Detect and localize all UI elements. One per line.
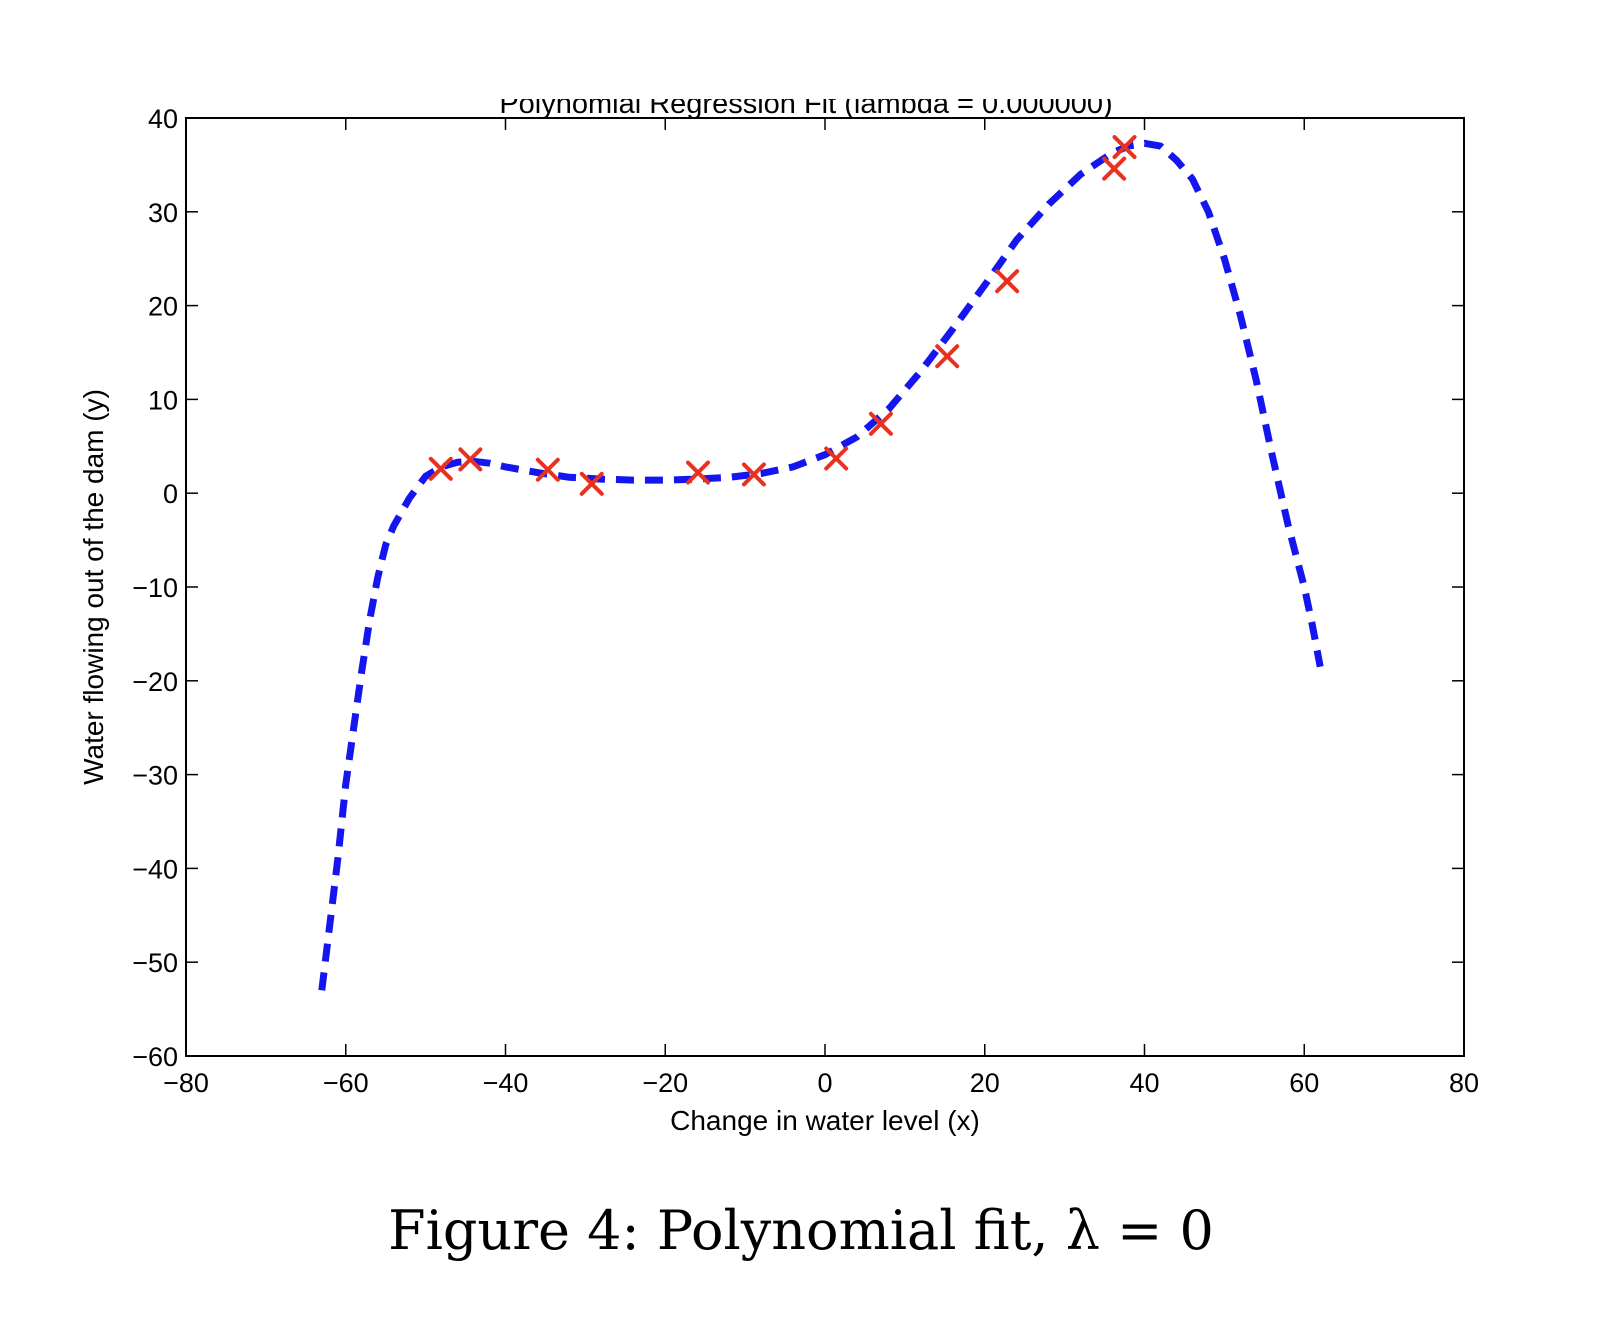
- x-tick-label: 40: [1129, 1068, 1159, 1098]
- y-tick-label: −40: [132, 854, 178, 884]
- data-point: [935, 344, 960, 369]
- data-point: [824, 446, 849, 471]
- y-tick-label: 30: [148, 198, 178, 228]
- data-point: [995, 269, 1020, 294]
- y-tick-label: 20: [148, 292, 178, 322]
- y-tick-label: −50: [132, 948, 178, 978]
- y-tick-label: 40: [148, 104, 178, 134]
- data-point: [458, 447, 483, 472]
- fit-line-layer: [318, 139, 1324, 991]
- x-tick-label: −80: [163, 1068, 209, 1098]
- data-point: [579, 471, 604, 496]
- x-tick-label: −40: [483, 1068, 529, 1098]
- y-tick-label: −30: [132, 761, 178, 791]
- data-point: [428, 456, 453, 481]
- y-tick-label: −20: [132, 667, 178, 697]
- x-tick-label: 20: [970, 1068, 1000, 1098]
- x-tick-labels: −80 −60 −40 −20 0 20 40 60 80: [163, 1068, 1479, 1098]
- data-point: [1112, 135, 1137, 160]
- x-tick-label: 0: [817, 1068, 832, 1098]
- y-tick-label: −60: [132, 1042, 178, 1072]
- figure-caption: Figure 4: Polynomial fit, λ = 0: [388, 1199, 1214, 1262]
- chart-title: Polynomial Regression Fit (lambda = 0.00…: [499, 88, 1112, 120]
- y-tick-labels: −60 −50 −40 −30 −20 −10 0 10 20 30 40: [132, 104, 178, 1072]
- data-point: [741, 462, 766, 487]
- data-points-layer: [428, 135, 1137, 496]
- x-tick-label: 60: [1289, 1068, 1319, 1098]
- polynomial-fit-line: [318, 139, 1324, 991]
- x-tick-label: −20: [642, 1068, 688, 1098]
- y-tick-label: 0: [163, 479, 178, 509]
- data-point: [535, 457, 560, 482]
- y-tick-label: −10: [132, 573, 178, 603]
- data-point: [868, 411, 893, 436]
- x-axis-label: Change in water level (x): [670, 1105, 980, 1136]
- y-axis-label: Water flowing out of the dam (y): [78, 389, 109, 785]
- axis-ticks: [185, 117, 1465, 1057]
- x-tick-label: 80: [1449, 1068, 1479, 1098]
- data-point: [1102, 156, 1127, 181]
- data-point: [685, 460, 710, 485]
- x-tick-label: −60: [323, 1068, 369, 1098]
- y-tick-label: 10: [148, 385, 178, 415]
